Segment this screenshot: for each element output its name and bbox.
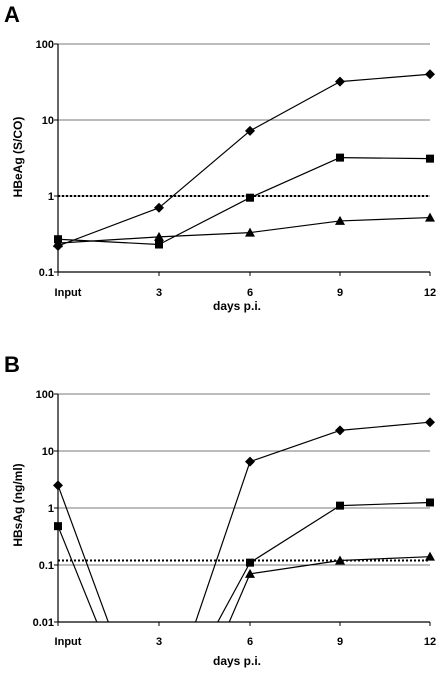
panel-b-ytick-labels: 100 10 1 0.1 0.01 — [33, 389, 54, 629]
series-segment — [58, 236, 160, 244]
y-tick-label: 1 — [48, 503, 54, 515]
panel-a-gridlines — [58, 43, 430, 197]
series-segment — [249, 505, 341, 564]
x-tick-label: 3 — [156, 636, 162, 648]
series-segment — [339, 157, 431, 160]
panel-b-axes — [54, 393, 431, 626]
series-segment — [158, 130, 251, 209]
x-tick-label: 12 — [424, 636, 436, 648]
x-tick-label: Input — [55, 287, 82, 299]
data-point-diamond — [154, 202, 164, 213]
data-point-triangle — [245, 568, 255, 578]
series-square — [54, 153, 434, 249]
series-segment — [249, 220, 341, 234]
panel-a-xtick-labels: Input 3 6 9 12 — [55, 287, 437, 299]
y-tick-label: 10 — [42, 115, 54, 127]
series-segment — [58, 238, 160, 246]
data-point-triangle — [335, 555, 345, 565]
series-segment — [339, 73, 431, 83]
x-tick-label: 9 — [337, 636, 343, 648]
data-point-square — [336, 501, 344, 510]
y-tick-label: 0.1 — [39, 560, 54, 572]
series-segment — [158, 197, 251, 246]
y-tick-label: 1 — [48, 191, 54, 203]
series-segment — [158, 231, 251, 238]
series-segment — [339, 556, 431, 562]
x-tick-label: 9 — [337, 287, 343, 299]
series-drop-segment — [58, 485, 109, 622]
panel-a-y-axis-title: HBeAg (S/CO) — [11, 117, 25, 198]
series-segment — [249, 559, 341, 575]
x-tick-label: Input — [55, 636, 82, 648]
panel-a-axes — [54, 43, 431, 276]
series-segment — [249, 81, 341, 132]
series-rise-segment — [228, 573, 251, 622]
data-point-triangle — [425, 551, 435, 561]
data-point-square — [246, 193, 254, 202]
panel-a: A 100 10 1 0.1 Input 3 6 9 12 days p.i. HBeAg (… — [4, 2, 436, 313]
panel-b-y-axis-title: HBsAg (ng/ml) — [11, 463, 25, 546]
data-point-diamond — [335, 76, 345, 87]
data-point-square — [336, 153, 344, 162]
series-segment — [339, 501, 431, 507]
panel-a-ytick-labels: 100 10 1 0.1 — [36, 39, 54, 279]
panel-b-letter: B — [4, 352, 20, 377]
series-triangle — [53, 212, 435, 248]
y-tick-label: 100 — [36, 389, 54, 401]
data-point-square — [246, 558, 254, 567]
x-tick-label: 3 — [156, 287, 162, 299]
series-drop-segment — [58, 525, 98, 622]
panel-b-gridlines — [58, 393, 430, 566]
data-point-square — [155, 240, 163, 249]
data-point-triangle — [154, 231, 164, 241]
panel-b-xtick-labels: Input 3 6 9 12 — [55, 636, 437, 648]
series-triangle — [228, 551, 435, 622]
data-point-triangle — [245, 227, 255, 237]
panel-b-series — [53, 417, 435, 622]
panel-a-x-axis-title: days p.i. — [213, 299, 261, 313]
series-rise-segment — [194, 461, 251, 622]
y-tick-label: 10 — [42, 446, 54, 458]
series-segment — [249, 157, 341, 199]
series-segment — [249, 429, 341, 463]
x-tick-label: 6 — [247, 287, 253, 299]
data-point-diamond — [245, 456, 255, 467]
data-point-square — [426, 498, 434, 507]
panel-b: B 100 10 1 0.1 0.01 Input 3 6 9 12 days p.i. HBs… — [4, 352, 436, 668]
series-rise-segment — [217, 562, 251, 622]
data-point-diamond — [425, 69, 435, 80]
x-tick-label: 6 — [247, 636, 253, 648]
panel-b-x-axis-title: days p.i. — [213, 654, 261, 668]
series-segment — [339, 421, 431, 431]
data-point-triangle — [335, 215, 345, 225]
series-diamond — [53, 69, 435, 251]
y-tick-label: 0.1 — [39, 267, 54, 279]
data-point-diamond — [425, 417, 435, 428]
y-tick-label: 100 — [36, 39, 54, 51]
series-segment — [339, 216, 431, 222]
data-point-triangle — [425, 212, 435, 222]
x-tick-label: 12 — [424, 287, 436, 299]
data-point-square — [426, 154, 434, 163]
series-square — [54, 498, 434, 622]
data-point-diamond — [245, 125, 255, 136]
data-point-triangle — [53, 238, 63, 248]
y-tick-label: 0.01 — [33, 617, 54, 629]
data-point-diamond — [53, 480, 63, 491]
data-point-diamond — [335, 425, 345, 436]
panel-a-series — [53, 69, 435, 251]
series-diamond — [53, 417, 435, 622]
data-point-square — [54, 522, 62, 531]
panel-a-letter: A — [4, 2, 20, 27]
